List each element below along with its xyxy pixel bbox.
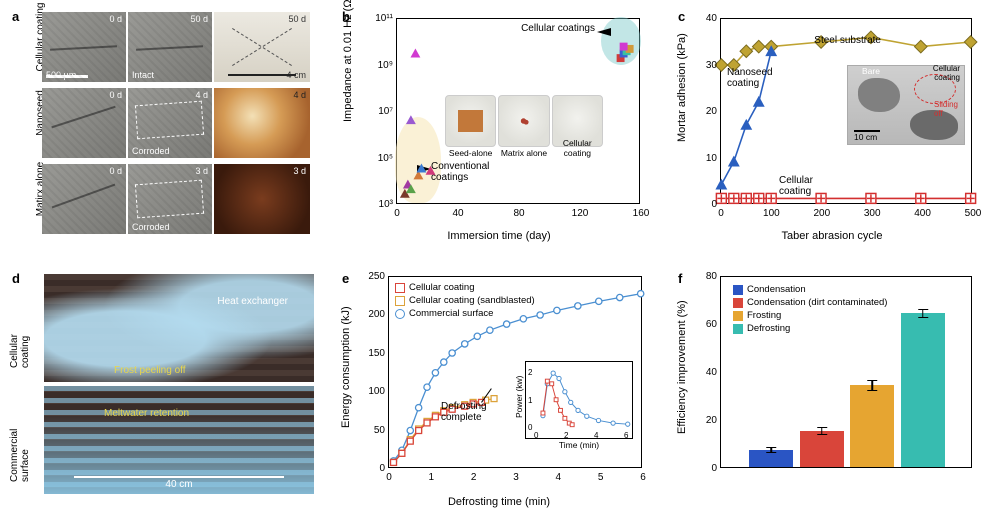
- pf-bar: [850, 385, 894, 467]
- pe-inset: Power (kw) Time (min) 0246012: [525, 361, 633, 439]
- pc-xlabel: Taber abrasion cycle: [680, 230, 984, 242]
- pc-ann-cell: Cellular coating: [779, 175, 813, 197]
- panel-d-label: d: [12, 271, 20, 286]
- panel-e: e Cellular coating Cellular coating (san…: [344, 274, 654, 506]
- pf-legend: Condensation Condensation (dirt contamin…: [733, 283, 887, 335]
- pa-cell-photo: 50 d 4 cm: [214, 12, 310, 82]
- pa-nano-photo: 4 d: [214, 88, 310, 158]
- pf-ylabel: Efficiency improvement (%): [676, 300, 688, 434]
- panel-d: d Heat exchanger Frost peeling off Cellu…: [14, 274, 314, 506]
- pa-nano-0d: 0 d: [42, 88, 126, 158]
- pe-plot: Cellular coating Cellular coating (sandb…: [388, 276, 642, 468]
- pc-inset: Bare Cellular coating Sliding off 10 cm: [847, 65, 965, 145]
- pd-comm-slab: Meltwater retention 40 cm: [44, 386, 314, 494]
- pf-bar: [800, 431, 844, 467]
- pa-cell-0d: 500 μm 0 d: [42, 12, 126, 82]
- pa-matrix-photo: 3 d: [214, 164, 310, 234]
- pf-bar: [749, 450, 793, 467]
- pa-row-cellular: Cellular coating 500 μm 0 d 50 d Intact …: [42, 12, 314, 82]
- panel-c-label: c: [678, 9, 685, 24]
- pa-nano-4d: 4 d Corroded: [128, 88, 212, 158]
- pc-plot: Steel substrate Nanoseed coating Cellula…: [720, 18, 972, 204]
- pb-ylabel: Impedance at 0.01 Hz (Ω cm²): [342, 0, 354, 122]
- pe-xlabel: Defrosting time (min): [344, 496, 654, 508]
- panel-b: b Seed-alone Matrix alone Cellular coati…: [344, 12, 654, 240]
- pa-cell-50d: 50 d Intact: [128, 12, 212, 82]
- pc-ann-steel: Steel substrate: [814, 35, 881, 46]
- panel-a-label: a: [12, 9, 19, 24]
- panel-a: a Cellular coating 500 μm 0 d 50 d Intac…: [14, 12, 314, 240]
- pe-ylabel: Energy consumption (kJ): [340, 306, 352, 428]
- pd-cell-slab: Heat exchanger Frost peeling off: [44, 274, 314, 382]
- pc-ann-nano: Nanoseed coating: [727, 67, 773, 89]
- pa-row-matrix: Matirx alone 0 d 3 d Corroded 3 d: [42, 164, 314, 234]
- pb-plot: Seed-alone Matrix alone Cellular coating…: [396, 18, 640, 204]
- pe-ann-complete: Defrosting complete: [441, 401, 487, 423]
- pf-plot: Condensation Condensation (dirt contamin…: [720, 276, 972, 468]
- panel-f-label: f: [678, 271, 682, 286]
- pc-ylabel: Mortar adhesion (kPa): [676, 33, 688, 142]
- pa-matrix-3d: 3 d Corroded: [128, 164, 212, 234]
- pa-matrix-0d: 0 d: [42, 164, 126, 234]
- panel-c: c Steel substrate Nanoseed coating Cellu…: [680, 12, 984, 240]
- pd-top-label: Cellular coating: [9, 334, 31, 368]
- pa-row-nanoseed: Nanoseed alone 0 d 4 d Corroded 4 d: [42, 88, 314, 158]
- pf-bar: [901, 313, 945, 467]
- pb-xlabel: Immersion time (day): [344, 230, 654, 242]
- panel-f: f Condensation Condensation (dirt contam…: [680, 274, 984, 506]
- pd-bot-label: Commercial surface: [9, 429, 31, 482]
- panel-e-label: e: [342, 271, 349, 286]
